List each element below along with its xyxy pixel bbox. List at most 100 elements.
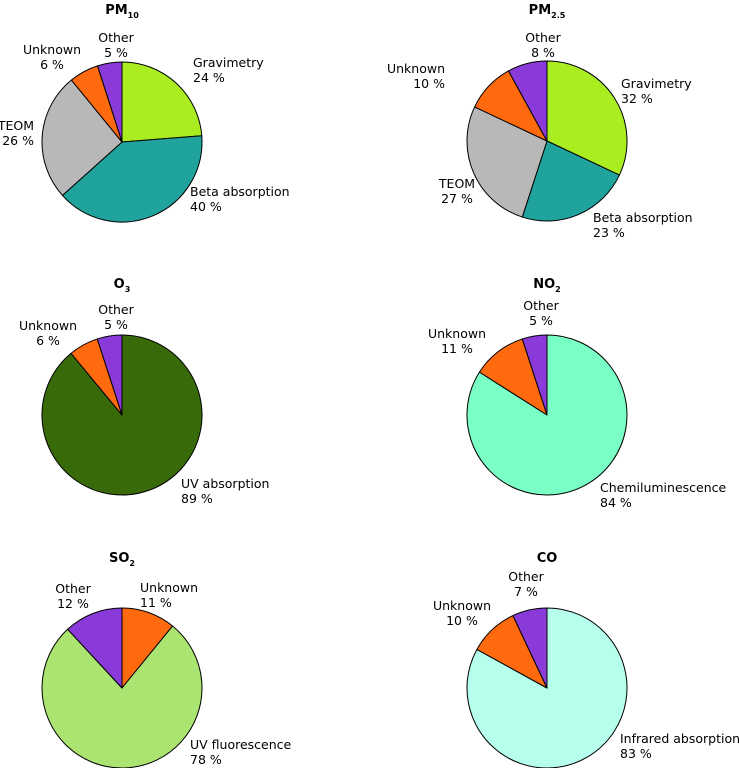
slice-label-value: 11 % — [140, 595, 172, 610]
slice-label-name: Other — [98, 30, 134, 45]
slice-label-name: Unknown — [428, 326, 486, 341]
chart-title-main: PM — [529, 3, 551, 18]
chart-title-main: NO — [533, 277, 555, 292]
slice-label-value: 26 % — [2, 133, 34, 148]
slice-label-name: Gravimetry — [621, 76, 692, 91]
slice-label-other: Other 12 % — [55, 581, 91, 611]
slice-label-chemiluminescence: Chemiluminescence 84 % — [600, 480, 727, 510]
chart-title-main: CO — [537, 551, 558, 566]
chart-title-main: O — [114, 277, 125, 292]
slice-label-value: 84 % — [600, 495, 632, 510]
slice-label-name: Unknown — [387, 61, 445, 76]
slice-label-gravimetry: Gravimetry 24 % — [193, 55, 264, 85]
slice-label-value: 10 % — [413, 76, 445, 91]
slice-label-infrared-absorption: Infrared absorption 83 % — [620, 731, 739, 761]
slice-label-value: 27 % — [441, 191, 473, 206]
slice-label-other: Other 5 % — [98, 302, 134, 332]
slice-label-name: Gravimetry — [193, 55, 264, 70]
slice-label-unknown: Unknown 6 % — [23, 42, 81, 72]
chart-title: O3 — [114, 277, 131, 294]
pie-chart-o3: O3 UV absorption 89 % Unknown 6 % Other 5 % — [19, 277, 269, 506]
slice-label-value: 32 % — [621, 91, 653, 106]
slice-label-teom: TEOM 27 % — [438, 176, 475, 206]
chart-title-subscript: 2.5 — [551, 11, 566, 20]
slice-label-name: TEOM — [438, 176, 475, 191]
pie-slice-beta-absorption — [61, 135, 203, 223]
chart-title-subscript: 2 — [129, 559, 135, 568]
pie-chart-co: CO Infrared absorption 83 % Unknown 10 % Othe… — [433, 551, 739, 768]
slice-label-value: 12 % — [57, 596, 89, 611]
chart-title-subscript: 10 — [128, 11, 140, 20]
slice-label-name: Other — [98, 302, 134, 317]
pie-slice-beta-absorption — [521, 140, 620, 222]
pie-slice-teom — [41, 79, 123, 196]
slice-label-teom: TEOM 26 % — [0, 118, 34, 148]
slice-label-value: 40 % — [190, 199, 222, 214]
slice-label-value: 5 % — [529, 313, 553, 328]
slice-label-other: Other 8 % — [525, 30, 561, 60]
slice-label-unknown: Unknown 6 % — [19, 318, 77, 348]
pie-slice-other — [97, 61, 123, 143]
slice-label-name: Unknown — [19, 318, 77, 333]
slice-label-uv-absorption: UV absorption 89 % — [181, 476, 269, 506]
slice-label-value: 23 % — [593, 225, 625, 240]
slice-label-name: Other — [508, 569, 544, 584]
slice-label-value: 5 % — [104, 317, 128, 332]
slice-label-other: Other 5 % — [523, 298, 559, 328]
slice-label-name: UV fluorescence — [190, 737, 292, 752]
chart-title-main: SO — [109, 551, 129, 566]
slice-label-name: Beta absorption — [593, 210, 693, 225]
slice-label-beta-absorption: Beta absorption 40 % — [190, 184, 290, 214]
slice-label-name: UV absorption — [181, 476, 269, 491]
slice-label-value: 10 % — [446, 613, 478, 628]
slice-label-name: Infrared absorption — [620, 731, 739, 746]
pie-slice-other — [96, 334, 123, 416]
chart-title-subscript: 3 — [125, 285, 131, 294]
slice-label-other: Other 7 % — [508, 569, 544, 599]
slice-label-name: Unknown — [140, 580, 198, 595]
pie-chart-pm2-5: PM2.5 Gravimetry 32 % Beta absorption 23 % TE… — [387, 3, 693, 240]
slice-label-name: Unknown — [433, 598, 491, 613]
slice-label-beta-absorption: Beta absorption 23 % — [593, 210, 693, 240]
slice-label-name: Other — [523, 298, 559, 313]
pie-chart-so2: SO2 Unknown 11 % UV fluorescence 78 % Other 12… — [41, 551, 292, 768]
slice-label-name: TEOM — [0, 118, 34, 133]
chart-title: PM10 — [105, 3, 139, 20]
slice-label-name: Unknown — [23, 42, 81, 57]
pie-chart-no2: NO2 Chemiluminescence 84 % Unknown 11 % Other… — [428, 277, 727, 510]
slice-label-unknown: Unknown 10 % — [433, 598, 491, 628]
slice-label-value: 7 % — [514, 584, 538, 599]
slice-label-unknown: Unknown 11 % — [140, 580, 198, 610]
pie-slice-other — [512, 607, 548, 689]
slice-label-value: 83 % — [620, 746, 652, 761]
slice-label-value: 24 % — [193, 70, 225, 85]
chart-title-subscript: 2 — [555, 285, 561, 294]
pie-slice-other — [507, 60, 548, 142]
pie-slice-other — [67, 607, 123, 689]
slice-label-name: Chemiluminescence — [600, 480, 727, 495]
pie-slice-gravimetry — [121, 61, 203, 143]
pie-chart-pm10: PM10 Gravimetry 24 % Beta absorption 40 % TEO… — [0, 3, 290, 223]
slice-label-name: Other — [55, 581, 91, 596]
slice-label-uv-fluorescence: UV fluorescence 78 % — [190, 737, 292, 767]
slice-label-other: Other 5 % — [98, 30, 134, 60]
slice-label-unknown: Unknown 11 % — [428, 326, 486, 356]
pie-slice-other — [521, 334, 548, 416]
chart-title: CO — [537, 551, 558, 566]
chart-title-main: PM — [105, 3, 127, 18]
slice-label-value: 11 % — [441, 341, 473, 356]
pie-slice-gravimetry — [546, 60, 628, 176]
slice-label-gravimetry: Gravimetry 32 % — [621, 76, 692, 106]
slice-label-value: 78 % — [190, 752, 222, 767]
slice-label-value: 6 % — [36, 333, 60, 348]
slice-label-value: 5 % — [104, 45, 128, 60]
slice-label-unknown: Unknown 10 % — [387, 61, 445, 91]
slice-label-name: Other — [525, 30, 561, 45]
pie-slice-teom — [466, 106, 548, 218]
chart-title: SO2 — [109, 551, 135, 568]
slice-label-name: Beta absorption — [190, 184, 290, 199]
slice-label-value: 6 % — [40, 57, 64, 72]
chart-title: PM2.5 — [529, 3, 566, 20]
slice-label-value: 89 % — [181, 491, 213, 506]
